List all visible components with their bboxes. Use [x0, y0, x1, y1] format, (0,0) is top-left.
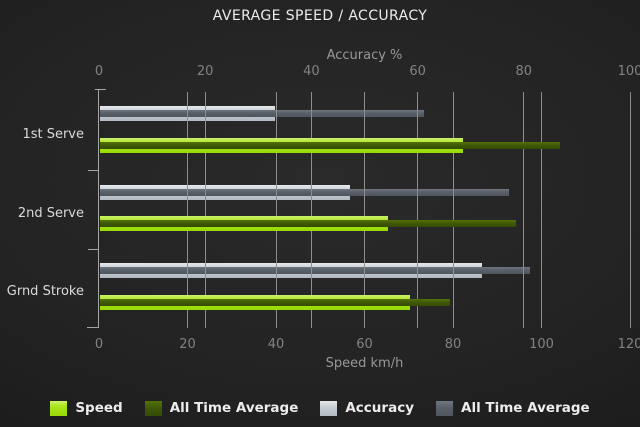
top-tick-label-40: 40 [303, 64, 320, 79]
category-divider-tick-1 [88, 170, 99, 171]
speed-swatch-icon [50, 400, 68, 416]
legend-item-accuracy-average: All Time Average [436, 400, 590, 416]
category-label: 2nd Serve [17, 205, 84, 221]
top-tick-label-0: 0 [94, 64, 104, 79]
bottom-tick-label-40: 40 [267, 337, 285, 352]
gridline-bottom-20 [187, 92, 188, 328]
gridline-top-60 [417, 92, 419, 328]
top-tick-label-60: 60 [409, 64, 426, 79]
bar-speed-average [100, 220, 516, 228]
top-axis-title: Accuracy % [326, 48, 403, 63]
bar-accuracy-average [100, 188, 509, 196]
legend-label: Accuracy [345, 400, 414, 416]
category-label: 1st Serve [22, 127, 84, 142]
gridline-bottom-120 [629, 92, 631, 328]
bottom-tick-label-0: 0 [94, 337, 104, 352]
top-tick-label-20: 20 [196, 64, 214, 79]
legend-item-speed-average: All Time Average [144, 400, 299, 416]
gridline-bottom-100 [541, 92, 542, 328]
bar-speed-average [100, 298, 450, 306]
bottom-tick-label-120: 120 [617, 337, 640, 352]
bar-speed-average [100, 141, 561, 149]
gridline-top-80 [523, 92, 525, 328]
accuracy-swatch-icon [320, 400, 338, 416]
bottom-axis-title: Speed km/h [325, 356, 404, 371]
legend-label: Speed [75, 400, 123, 416]
plot-area [99, 92, 631, 328]
legend: Speed All Time Average Accuracy All Time… [0, 400, 640, 416]
category-divider-tick-2 [88, 249, 99, 250]
gridline-bottom-80 [452, 92, 454, 328]
gridline-top-40 [310, 92, 312, 328]
category-label: Grnd Stroke [6, 284, 84, 300]
bar-accuracy-average [100, 110, 424, 117]
chart-title: AVERAGE SPEED / ACCURACY [212, 8, 428, 24]
legend-label: All Time Average [169, 400, 299, 416]
legend-item-speed: Speed [50, 400, 123, 416]
top-tick-label-80: 80 [515, 64, 533, 79]
axis-top-stub [95, 89, 106, 90]
left-axis-line [98, 89, 99, 328]
speed-average-swatch-icon [144, 400, 162, 416]
bottom-tick-label-20: 20 [179, 337, 196, 352]
top-tick-label-100: 100 [617, 64, 640, 79]
bottom-tick-label-80: 80 [444, 337, 462, 352]
gridline-bottom-60 [364, 92, 365, 328]
axis-bottom-stub [87, 327, 99, 328]
bottom-tick-label-60: 60 [356, 337, 373, 352]
legend-label: All Time Average [461, 400, 590, 416]
gridline-top-20 [204, 92, 206, 328]
bar-accuracy-average [100, 267, 531, 275]
legend-item-accuracy: Accuracy [320, 400, 414, 416]
accuracy-average-swatch-icon [436, 400, 453, 416]
bottom-tick-label-100: 100 [529, 337, 554, 352]
gridline-bottom-40 [275, 92, 277, 328]
